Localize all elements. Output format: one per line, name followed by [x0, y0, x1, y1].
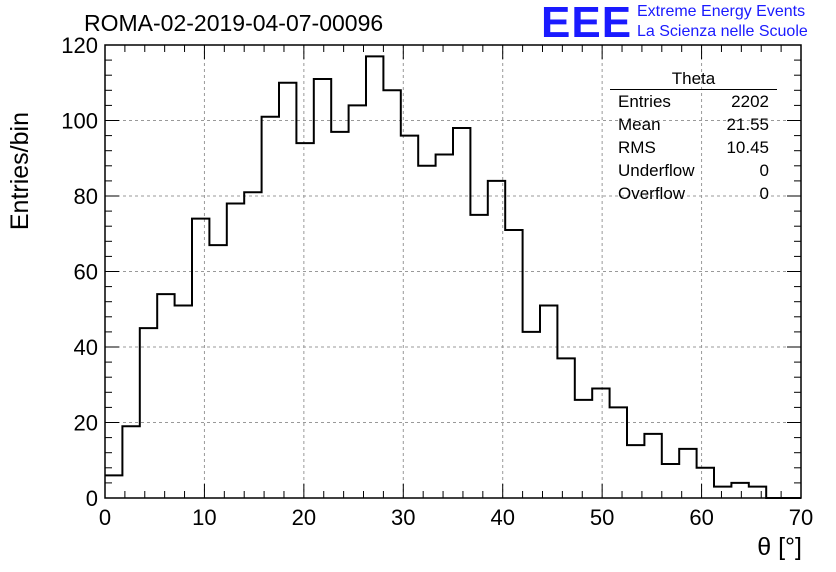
histogram-bin [418, 166, 435, 498]
stats-value: 0 [759, 184, 769, 203]
stats-row-entries: Entries 2202 [610, 90, 777, 113]
histogram-bin [679, 449, 696, 498]
histogram-bin [383, 90, 400, 498]
histogram-bin [157, 294, 174, 498]
histogram-bin [610, 407, 627, 498]
stats-label: Mean [618, 115, 661, 134]
x-tick-label: 40 [490, 505, 514, 530]
histogram-bin [366, 56, 383, 498]
stats-value: 2202 [731, 92, 769, 111]
x-tick-label: 0 [99, 505, 111, 530]
histogram-bin [192, 219, 209, 498]
histogram-bin [627, 445, 644, 498]
logo-line1: Extreme Energy Events [637, 3, 806, 20]
x-tick-label: 30 [391, 505, 415, 530]
y-tick-label: 120 [61, 33, 98, 58]
stats-label: Underflow [618, 161, 695, 180]
y-tick-label: 80 [74, 184, 98, 209]
stats-row-rms: RMS 10.45 [610, 136, 777, 159]
histogram-bin [749, 487, 766, 498]
histogram-bin [470, 215, 487, 498]
stats-row-mean: Mean 21.55 [610, 113, 777, 136]
histogram-bin [575, 400, 592, 498]
x-tick-label: 70 [789, 505, 813, 530]
x-axis-label: θ [°] [757, 533, 802, 561]
histogram-bin [349, 105, 366, 498]
stats-label: RMS [618, 138, 656, 157]
histogram-bin [592, 389, 609, 498]
histogram-bin [644, 434, 661, 498]
histogram-bin [279, 83, 296, 498]
histogram-bin [505, 230, 522, 498]
logo-letters: EEE [541, 0, 633, 47]
histogram-bin [662, 464, 679, 498]
histogram-bin [209, 245, 226, 498]
y-tick-label: 20 [74, 411, 98, 436]
histogram-bin [140, 328, 157, 498]
histogram-bin [401, 136, 418, 498]
histogram-bin [731, 483, 748, 498]
histogram-bin [227, 204, 244, 498]
y-axis-label-wrap: Entries/bin [6, 112, 124, 230]
histogram-outline [105, 55, 801, 499]
histogram-bin [331, 132, 348, 498]
stats-value: 0 [759, 161, 769, 180]
histogram-bin [523, 332, 540, 498]
histogram-bin [175, 305, 192, 498]
x-tick-label: 50 [590, 505, 614, 530]
stats-box: Theta Entries 2202 Mean 21.55 RMS 10.45 Und… [610, 68, 777, 205]
histogram-bin [697, 468, 714, 498]
stats-row-underflow: Underflow 0 [610, 159, 777, 182]
stats-value: 10.45 [726, 138, 769, 157]
histogram-bin [557, 358, 574, 498]
y-tick-label: 100 [61, 109, 98, 134]
histogram-bin [262, 117, 279, 498]
chart-title: ROMA-02-2019-04-07-00096 [84, 10, 384, 36]
logo-line2: La Scienza nelle Scuole [637, 23, 808, 40]
stats-value: 21.55 [726, 115, 769, 134]
x-tick-label: 10 [192, 505, 216, 530]
histogram-bin [105, 475, 122, 498]
histogram-bin [436, 154, 453, 498]
histogram-bin [714, 487, 731, 498]
stats-label: Overflow [618, 184, 686, 203]
histogram-bin [314, 79, 331, 498]
stats-label: Entries [618, 92, 671, 111]
histogram-bin [122, 426, 139, 498]
histogram-bin [296, 143, 313, 498]
histogram-bin [244, 192, 261, 498]
x-tick-label: 60 [689, 505, 713, 530]
eee-logo: EEE Extreme Energy Events La Scienza nel… [541, 0, 833, 47]
y-tick-label: 0 [86, 486, 98, 511]
x-tick-label: 20 [292, 505, 316, 530]
histogram-bin [540, 305, 557, 498]
histogram-bin [488, 181, 505, 498]
y-tick-label: 60 [74, 260, 98, 285]
histogram-bin [453, 128, 470, 498]
stats-row-overflow: Overflow 0 [610, 182, 777, 205]
y-tick-label: 40 [74, 335, 98, 360]
stats-title: Theta [610, 68, 777, 90]
y-axis-label: Entries/bin [6, 112, 34, 231]
